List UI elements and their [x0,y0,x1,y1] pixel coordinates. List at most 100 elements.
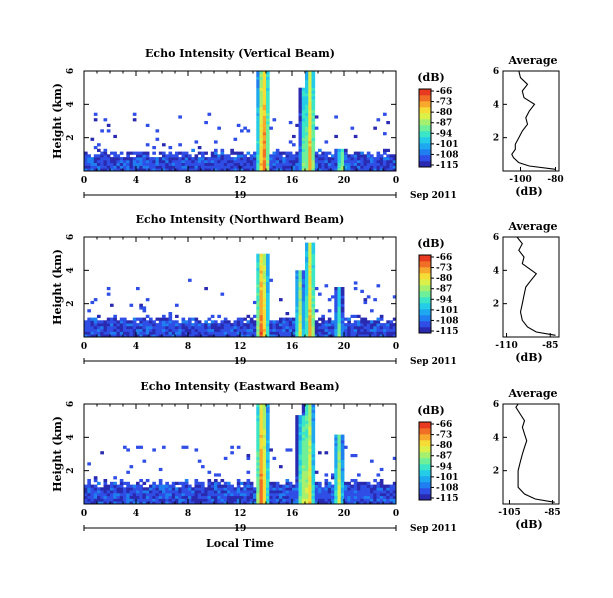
heatmap-cell [298,148,303,152]
heatmap-cell [259,281,264,285]
heatmap-cell [314,320,319,324]
heatmap-cell [217,159,221,164]
heatmap-cell [301,459,306,463]
heatmap-cell [197,328,202,332]
heatmap-cell [373,126,377,130]
heatmap-cell [311,256,316,260]
heatmap-cell [97,490,101,494]
heatmap-cell [298,107,303,111]
heatmap-cell [240,490,244,494]
heatmap-cell [298,275,303,280]
date-label: Sep 2011 [410,524,457,534]
heatmap-cell [295,473,299,477]
heatmap-cell [311,262,316,266]
heatmap-cell [191,331,195,335]
heatmap-cell [113,498,117,502]
heatmap-cell [90,159,95,164]
heatmap-cell [298,298,303,302]
heatmap-cell [126,157,130,161]
heatmap-cell [288,323,293,327]
heatmap-cell [311,462,316,466]
heatmap-cell [256,492,260,497]
heatmap-cell [201,498,205,502]
heatmap-cell [301,487,306,491]
heatmap-cell [243,126,247,130]
heatmap-cell [181,492,186,497]
heatmap-cell [305,121,309,125]
heatmap-cell [305,79,309,83]
heatmap-cell [178,162,182,166]
heatmap-cell [155,487,160,491]
heatmap-cell [360,490,364,494]
heatmap-cell [301,140,306,144]
heatmap-cell [379,334,384,338]
heatmap-cell [93,479,98,483]
heatmap-cell [110,487,114,491]
heatmap-cell [308,331,312,335]
heatmap-cell [285,325,290,330]
heatmap-cell [214,334,218,338]
heatmap-cell [311,87,316,91]
heatmap-cell [383,168,387,172]
heatmap-cell [334,312,338,316]
heatmap-cell [162,168,166,172]
heatmap-cell [305,267,309,271]
heatmap-cell [162,314,166,318]
heatmap-cell [279,298,283,302]
heatmap-cell [106,123,111,127]
heatmap-cell [370,484,374,488]
heatmap-cell [139,317,143,321]
heatmap-cell [305,415,309,419]
heatmap-cell [350,126,355,130]
heatmap-cell [259,109,264,114]
heatmap-cell [373,159,377,164]
heatmap-cell [366,492,371,497]
heatmap-cell [175,162,179,166]
heatmap-cell [305,487,309,491]
heatmap-cell [116,154,121,158]
heatmap-cell [123,495,127,499]
x-tick-label: 20 [338,176,351,186]
heatmap-cell [389,325,394,330]
heatmap-cell [308,323,312,327]
heatmap-cell [201,165,205,169]
profile-title: Average [507,387,557,400]
heatmap-cell [308,275,312,280]
heatmap-cell [285,501,290,505]
heatmap-cell [220,165,225,169]
y-tick-label: 2 [66,135,76,141]
heatmap-cell [266,90,270,94]
heatmap-cell [298,479,303,483]
heatmap-cell [126,323,130,327]
heatmap-cell [217,498,221,502]
heatmap-cell [262,143,267,147]
heatmap-cell [256,292,260,296]
heatmap-cell [282,328,286,332]
heatmap-cell [301,325,306,330]
heatmap-cell [262,82,267,86]
heatmap-cell [165,154,169,158]
heatmap-cell [305,104,309,108]
heatmap-cell [288,484,293,488]
profile-x-tick-label: -105 [498,508,521,518]
profile-y-tick-label: 6 [493,400,499,410]
heatmap-cell [136,334,140,338]
heatmap-cell [311,487,316,491]
heatmap-cell [311,300,316,305]
heatmap-cell [149,162,153,166]
heatmap-cell [392,456,397,460]
heatmap-cell [324,484,329,488]
heatmap-cell [298,270,303,274]
heatmap-cell [227,162,231,166]
heatmap-cell [145,165,150,169]
heatmap-cell [204,492,208,497]
heatmap-cell [191,157,195,161]
heatmap-cell [119,484,124,488]
heatmap-cell [353,325,358,330]
heatmap-cell [275,154,280,158]
heatmap-cell [311,429,316,433]
heatmap-cell [353,328,358,332]
heatmap-cell [119,490,124,494]
heatmap-cell [175,328,179,332]
heatmap-cell [214,501,218,505]
